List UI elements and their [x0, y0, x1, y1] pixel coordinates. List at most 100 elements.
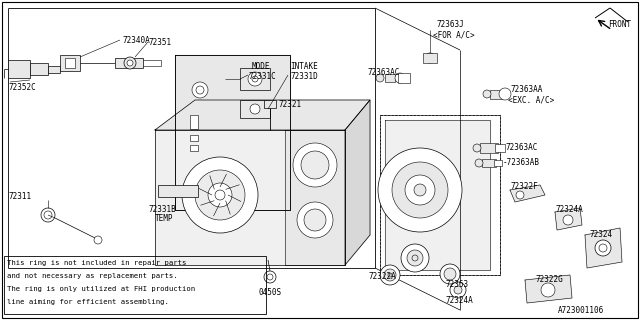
Polygon shape [155, 130, 345, 265]
Circle shape [444, 268, 456, 280]
Text: 72352C: 72352C [8, 83, 36, 92]
Text: TEMP: TEMP [155, 214, 173, 223]
Polygon shape [555, 208, 582, 230]
Bar [423, 53, 437, 63]
Bar [398, 73, 410, 83]
Circle shape [499, 88, 511, 100]
Text: 72331C: 72331C [248, 72, 276, 81]
Bar [190, 135, 198, 141]
Bar [385, 74, 395, 82]
Bar [48, 66, 60, 73]
Text: FRONT: FRONT [608, 20, 631, 29]
Bar [482, 159, 496, 167]
Bar [495, 144, 505, 152]
Text: 72324A: 72324A [445, 296, 473, 305]
Circle shape [450, 282, 466, 298]
Polygon shape [510, 185, 545, 202]
Circle shape [395, 73, 405, 83]
Text: 0450S: 0450S [258, 288, 281, 297]
Text: 72324A: 72324A [555, 205, 583, 214]
Polygon shape [285, 130, 345, 265]
Text: and not necessary as replacement parts.: and not necessary as replacement parts. [7, 273, 178, 279]
Circle shape [192, 82, 208, 98]
Bar [480, 143, 498, 153]
Text: 72331B: 72331B [148, 205, 176, 214]
Text: 72322A: 72322A [368, 272, 396, 281]
Polygon shape [585, 228, 622, 268]
Text: <FOR A/C>: <FOR A/C> [433, 30, 475, 39]
Bar [190, 145, 198, 151]
Text: -72363AB: -72363AB [503, 158, 540, 167]
Polygon shape [155, 100, 370, 130]
Text: The ring is only utilized at FHI production: The ring is only utilized at FHI product… [7, 286, 195, 292]
Text: 72331D: 72331D [290, 72, 317, 81]
Circle shape [127, 60, 133, 66]
Circle shape [516, 191, 524, 199]
Circle shape [541, 283, 555, 297]
Circle shape [414, 184, 426, 196]
Text: 72363AC: 72363AC [505, 143, 538, 152]
Bar [494, 160, 502, 166]
Circle shape [378, 148, 462, 232]
Polygon shape [175, 55, 290, 210]
Text: 72363J: 72363J [436, 20, 464, 29]
Circle shape [215, 190, 225, 200]
Circle shape [599, 244, 607, 252]
Circle shape [304, 209, 326, 231]
Circle shape [94, 236, 102, 244]
Circle shape [267, 274, 273, 280]
Bar [190, 115, 198, 129]
Circle shape [196, 86, 204, 94]
Circle shape [425, 53, 435, 63]
Circle shape [250, 104, 260, 114]
Circle shape [384, 269, 396, 281]
Circle shape [392, 162, 448, 218]
Circle shape [195, 170, 245, 220]
Bar [65, 58, 75, 68]
Circle shape [41, 208, 55, 222]
Text: 72324: 72324 [590, 230, 613, 239]
Text: line aiming for efficient assembling.: line aiming for efficient assembling. [7, 299, 169, 305]
Circle shape [475, 159, 483, 167]
Text: This ring is not included in repair parts: This ring is not included in repair part… [7, 260, 186, 266]
Circle shape [124, 57, 136, 69]
Text: 72321: 72321 [278, 100, 301, 109]
Text: 72363AC: 72363AC [367, 68, 399, 77]
Bar [60, 55, 80, 71]
Circle shape [454, 286, 462, 294]
Polygon shape [525, 275, 572, 303]
Bar [240, 68, 270, 90]
Circle shape [252, 76, 258, 82]
Circle shape [293, 143, 337, 187]
Bar [380, 115, 500, 275]
Text: 72363: 72363 [445, 280, 468, 289]
Circle shape [208, 183, 232, 207]
Text: 72322G: 72322G [535, 275, 563, 284]
Circle shape [182, 157, 258, 233]
Circle shape [301, 151, 329, 179]
Bar [240, 100, 270, 118]
Polygon shape [345, 100, 370, 265]
Circle shape [401, 244, 429, 272]
Text: INTAKE: INTAKE [290, 62, 317, 71]
Bar [264, 100, 276, 108]
Text: MODE: MODE [252, 62, 271, 71]
Circle shape [407, 250, 423, 266]
Bar [380, 115, 500, 275]
Text: 72340A: 72340A [122, 36, 150, 45]
Polygon shape [385, 120, 490, 270]
Circle shape [440, 264, 460, 284]
Text: 72363AA: 72363AA [510, 85, 542, 94]
Circle shape [248, 72, 262, 86]
Circle shape [595, 240, 611, 256]
Circle shape [380, 265, 400, 285]
Circle shape [264, 271, 276, 283]
Bar [115, 58, 143, 68]
Bar [8, 60, 30, 78]
Circle shape [473, 144, 481, 152]
Bar [30, 63, 48, 75]
Text: <EXC. A/C>: <EXC. A/C> [508, 95, 554, 104]
Circle shape [483, 90, 491, 98]
Circle shape [297, 202, 333, 238]
Circle shape [376, 74, 384, 82]
